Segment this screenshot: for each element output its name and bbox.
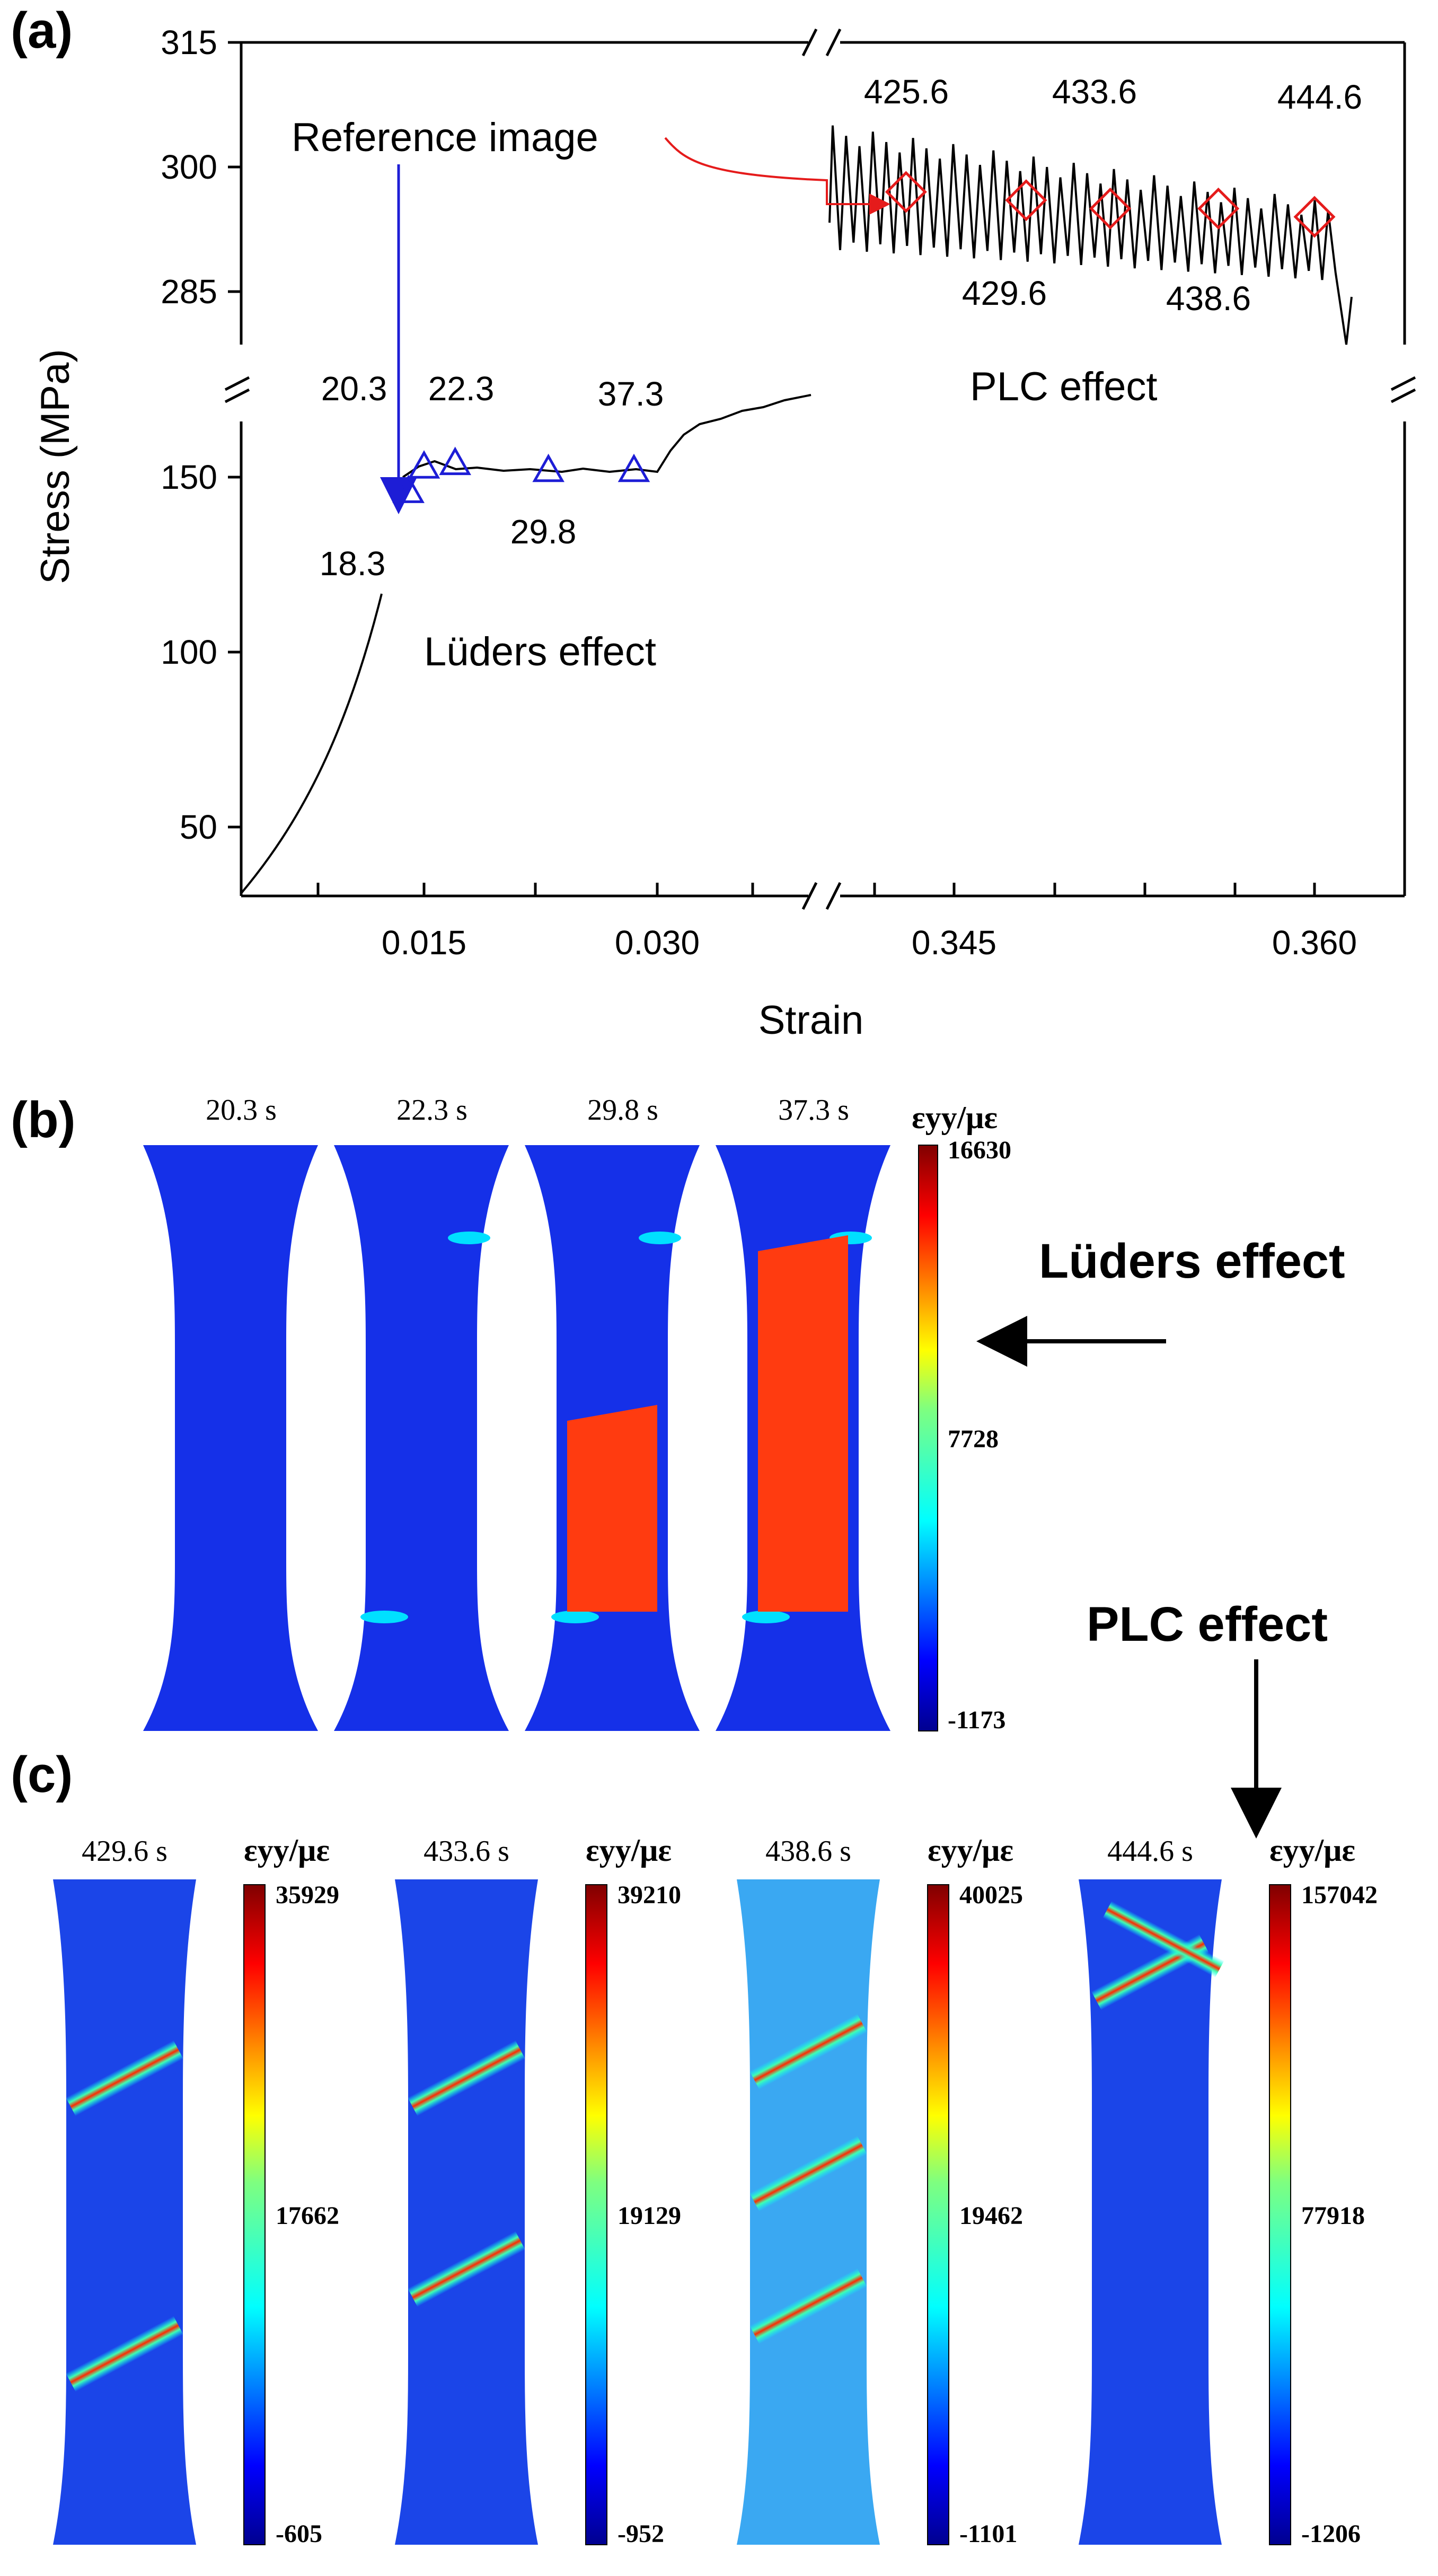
y-tick-label: 100: [161, 633, 217, 671]
luders-marker-triangle: [408, 450, 440, 479]
colorbar-c-mid: 19462: [959, 2202, 1023, 2230]
plc-serrations: [828, 125, 1353, 345]
plc-marker-diamond: [1005, 179, 1047, 222]
plc-marker-diamond: [1197, 187, 1240, 230]
plc-label: 429.6: [962, 274, 1047, 312]
y-axis-label: Stress (MPa): [33, 349, 78, 584]
panel-c-specimens: [53, 1879, 1291, 2545]
colorbar-c-mid: 19129: [617, 2202, 681, 2230]
colorbar-c-min: -952: [617, 2520, 664, 2548]
colorbar-b-mid: 7728: [948, 1425, 999, 1453]
x-tick-label: 0.030: [615, 924, 700, 962]
elastic-segment: [240, 593, 383, 894]
strain-map-specimen: [716, 1145, 890, 1731]
colorbar-c-mid: 17662: [276, 2202, 339, 2230]
luders-label: 37.3: [598, 375, 664, 413]
colorbar-c-max: 39210: [617, 1881, 681, 1909]
y-tick-marks: [228, 41, 241, 829]
specimen-time: 37.3 s: [778, 1094, 849, 1127]
x-tick-marks: [316, 883, 1316, 896]
strain-map-specimen: [395, 1879, 538, 2545]
colorbar-b-label: εyy/με: [912, 1100, 998, 1135]
specimen-time: 22.3 s: [396, 1094, 467, 1127]
colorbar-c: [243, 1884, 266, 2545]
luders-markers: [392, 446, 650, 503]
colorbar-b-min: -1173: [948, 1706, 1005, 1734]
colorbar-c-max: 157042: [1301, 1881, 1378, 1909]
colorbar-b-max: 16630: [948, 1136, 1011, 1164]
colorbar-c: [585, 1884, 607, 2545]
plc-label: 433.6: [1052, 73, 1137, 111]
panel-a-label: (a): [11, 2, 73, 59]
strain-map-specimen: [334, 1145, 509, 1731]
luders-effect-annotation: Lüders effect: [424, 629, 656, 674]
specimen-time: 429.6 s: [82, 1835, 167, 1868]
colorbar-c-min: -1101: [959, 2520, 1017, 2548]
luders-label: 20.3: [321, 370, 387, 408]
strain-map-specimen: [1079, 1879, 1224, 2545]
colorbar-c: [1269, 1884, 1291, 2545]
chart-frame: [240, 41, 1406, 898]
luders-label: 22.3: [428, 370, 495, 408]
plc-marker-diamond: [1293, 196, 1336, 238]
colorbar-b: [918, 1145, 938, 1731]
y-tick-label: 315: [161, 23, 217, 61]
panel-c: (c) PLC effect 429.6 s 433.6 s 438.6 s 4…: [11, 1597, 1378, 2548]
colorbar-c-min: -1206: [1301, 2520, 1361, 2548]
plc-label: 444.6: [1277, 78, 1362, 116]
luders-marker-triangle: [617, 453, 650, 482]
plc-effect-annotation: PLC effect: [970, 364, 1157, 409]
reference-image-annotation: Reference image: [292, 115, 598, 160]
specimen-time: 444.6 s: [1107, 1835, 1193, 1868]
plc-label: 425.6: [864, 73, 949, 111]
x-tick-label: 0.015: [382, 924, 466, 962]
luders-marker-triangle: [439, 446, 471, 476]
specimen-time: 433.6 s: [424, 1835, 509, 1868]
plc-markers: [885, 171, 1336, 238]
stress-strain-curve: [240, 125, 1353, 894]
specimen-time: 20.3 s: [206, 1094, 277, 1127]
luders-effect-side-label: Lüders effect: [1039, 1234, 1345, 1288]
y-tick-label: 300: [161, 148, 217, 186]
x-tick-label: 0.345: [912, 924, 996, 962]
y-tick-label: 50: [180, 808, 217, 846]
panel-b: (b) 20.3 s 22.3 s 29.8 s 37.3 s εyy/με 1…: [11, 1092, 1345, 1734]
strain-map-specimen: [737, 1879, 880, 2545]
colorbar-c-label: εyy/με: [586, 1833, 672, 1868]
colorbar-c-label: εyy/με: [1269, 1833, 1355, 1868]
axis-break-marks: [224, 28, 1416, 910]
y-tick-label: 285: [161, 272, 217, 311]
luders-marker-triangle: [532, 453, 564, 482]
plc-marker-diamond: [1089, 187, 1132, 230]
x-axis-label: Strain: [758, 998, 864, 1043]
specimen-time: 29.8 s: [587, 1094, 658, 1127]
panel-c-label: (c): [11, 1746, 73, 1803]
luders-plateau: [402, 394, 811, 478]
panel-b-label: (b): [11, 1092, 76, 1148]
specimen-time: 438.6 s: [765, 1835, 851, 1868]
colorbar-c-max: 40025: [959, 1881, 1023, 1909]
colorbar-c-max: 35929: [276, 1881, 339, 1909]
y-tick-label: 150: [161, 458, 217, 496]
plc-marker-diamond: [885, 171, 927, 213]
luders-label: 29.8: [510, 513, 577, 551]
colorbar-c-label: εyy/με: [928, 1833, 1013, 1868]
colorbar-c-label: εyy/με: [244, 1833, 330, 1868]
luders-label: 18.3: [320, 544, 386, 583]
colorbar-c: [927, 1884, 949, 2545]
strain-map-specimen: [525, 1145, 700, 1731]
x-tick-label: 0.360: [1272, 924, 1357, 962]
colorbar-c-mid: 77918: [1301, 2202, 1365, 2230]
plc-label: 438.6: [1166, 279, 1251, 318]
strain-map-specimen: [53, 1879, 196, 2545]
panel-a: (a): [11, 2, 1416, 1043]
plc-effect-side-label: PLC effect: [1087, 1597, 1328, 1651]
panel-b-specimens: [143, 1145, 890, 1731]
colorbar-c-min: -605: [276, 2520, 322, 2548]
luders-marker-triangle: [392, 474, 425, 503]
reference-arrow-red: [664, 137, 890, 215]
strain-map-specimen: [143, 1145, 318, 1731]
